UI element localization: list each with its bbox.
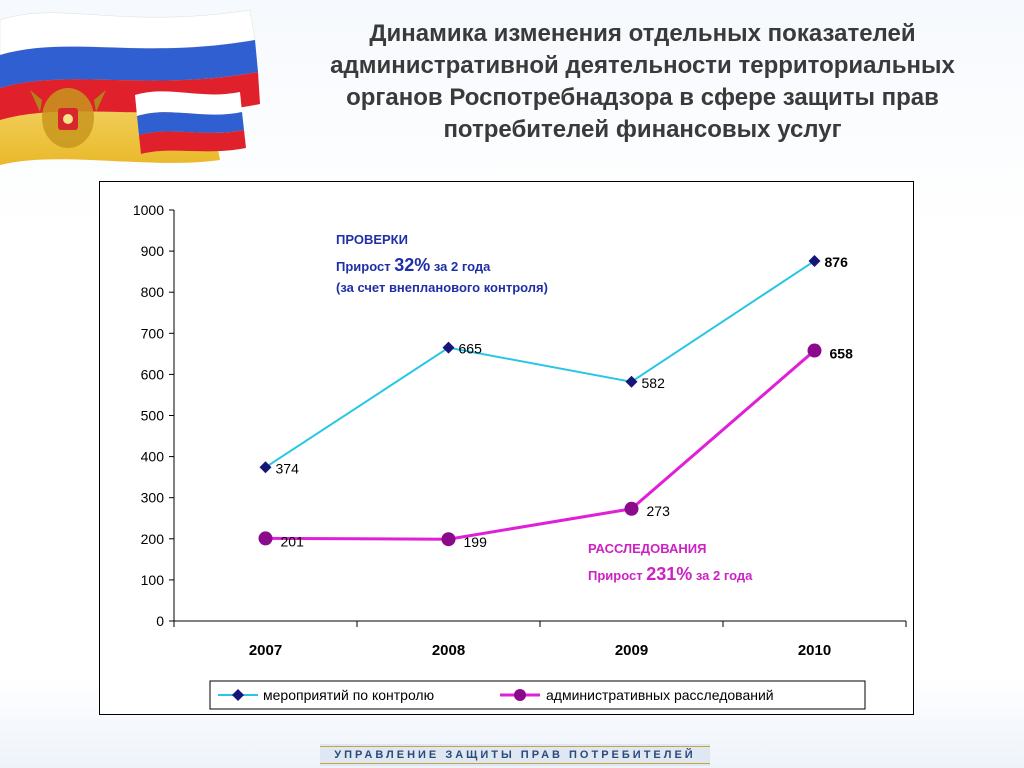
x-tick-label: 2010 [798, 642, 831, 659]
data-label-investigations: 199 [464, 534, 488, 550]
x-tick-label: 2007 [249, 642, 282, 659]
data-point-inspections [259, 461, 272, 474]
eagle-emblem-icon [30, 88, 106, 148]
data-point-inspections [442, 341, 455, 354]
y-tick-label: 500 [141, 408, 165, 424]
y-tick-label: 1000 [133, 202, 164, 218]
data-label-investigations: 273 [647, 503, 671, 519]
x-tick-label: 2008 [432, 642, 465, 659]
x-tick-label: 2009 [615, 642, 648, 659]
y-tick-label: 200 [141, 531, 165, 547]
annotation-inspections-title: ПРОВЕРКИ [336, 232, 408, 247]
y-tick-label: 0 [156, 613, 164, 629]
annotation-investigations-title: РАССЛЕДОВАНИЯ [588, 541, 706, 556]
data-point-investigations [441, 532, 456, 547]
y-tick-label: 600 [141, 366, 165, 382]
y-tick-label: 900 [141, 243, 165, 259]
series-line-investigations [265, 349, 816, 541]
data-point-inspections [808, 254, 821, 267]
footer-caption: УПРАВЛЕНИЕ ЗАЩИТЫ ПРАВ ПОТРЕБИТЕЛЕЙ [334, 749, 696, 761]
russian-flag-emblem [0, 9, 260, 165]
y-tick-label: 400 [141, 449, 165, 465]
data-label-investigations: 658 [830, 346, 854, 362]
page-title: Динамика изменения отдельных показателей… [330, 20, 955, 143]
chart-frame: 0 100 200 300 400 500 600 700 800 900 1000 2007 2008… [99, 181, 914, 715]
legend-marker-investigations [514, 689, 526, 701]
y-tick-label: 300 [141, 490, 165, 506]
annotation-investigations-growth: Прирост 231% за 2 года [588, 564, 753, 584]
legend-label-investigations: административных расследований [546, 687, 774, 703]
legend-label-inspections: мероприятий по контролю [263, 687, 434, 703]
annotation-inspections-note: (за счет внепланового контроля) [336, 280, 548, 295]
annotation-inspections-growth: Прирост 32% за 2 года [336, 255, 491, 275]
legend-marker-inspections [232, 689, 244, 701]
data-label-inspections: 582 [642, 375, 666, 391]
y-tick-label: 800 [141, 284, 165, 300]
data-label-inspections: 374 [276, 460, 300, 476]
data-label-inspections: 876 [825, 254, 849, 270]
data-label-investigations: 201 [281, 533, 305, 549]
data-point-investigations [624, 501, 639, 516]
data-point-investigations [807, 343, 822, 358]
data-label-inspections: 665 [459, 341, 483, 357]
y-tick-label: 700 [141, 325, 165, 341]
y-tick-label: 100 [141, 572, 165, 588]
series-line-inspections [264, 260, 816, 469]
line-chart: 0 100 200 300 400 500 600 700 800 900 1000 2007 2008… [133, 202, 907, 710]
data-point-inspections [625, 375, 638, 388]
footer-band [320, 744, 710, 766]
data-point-investigations [258, 531, 273, 546]
